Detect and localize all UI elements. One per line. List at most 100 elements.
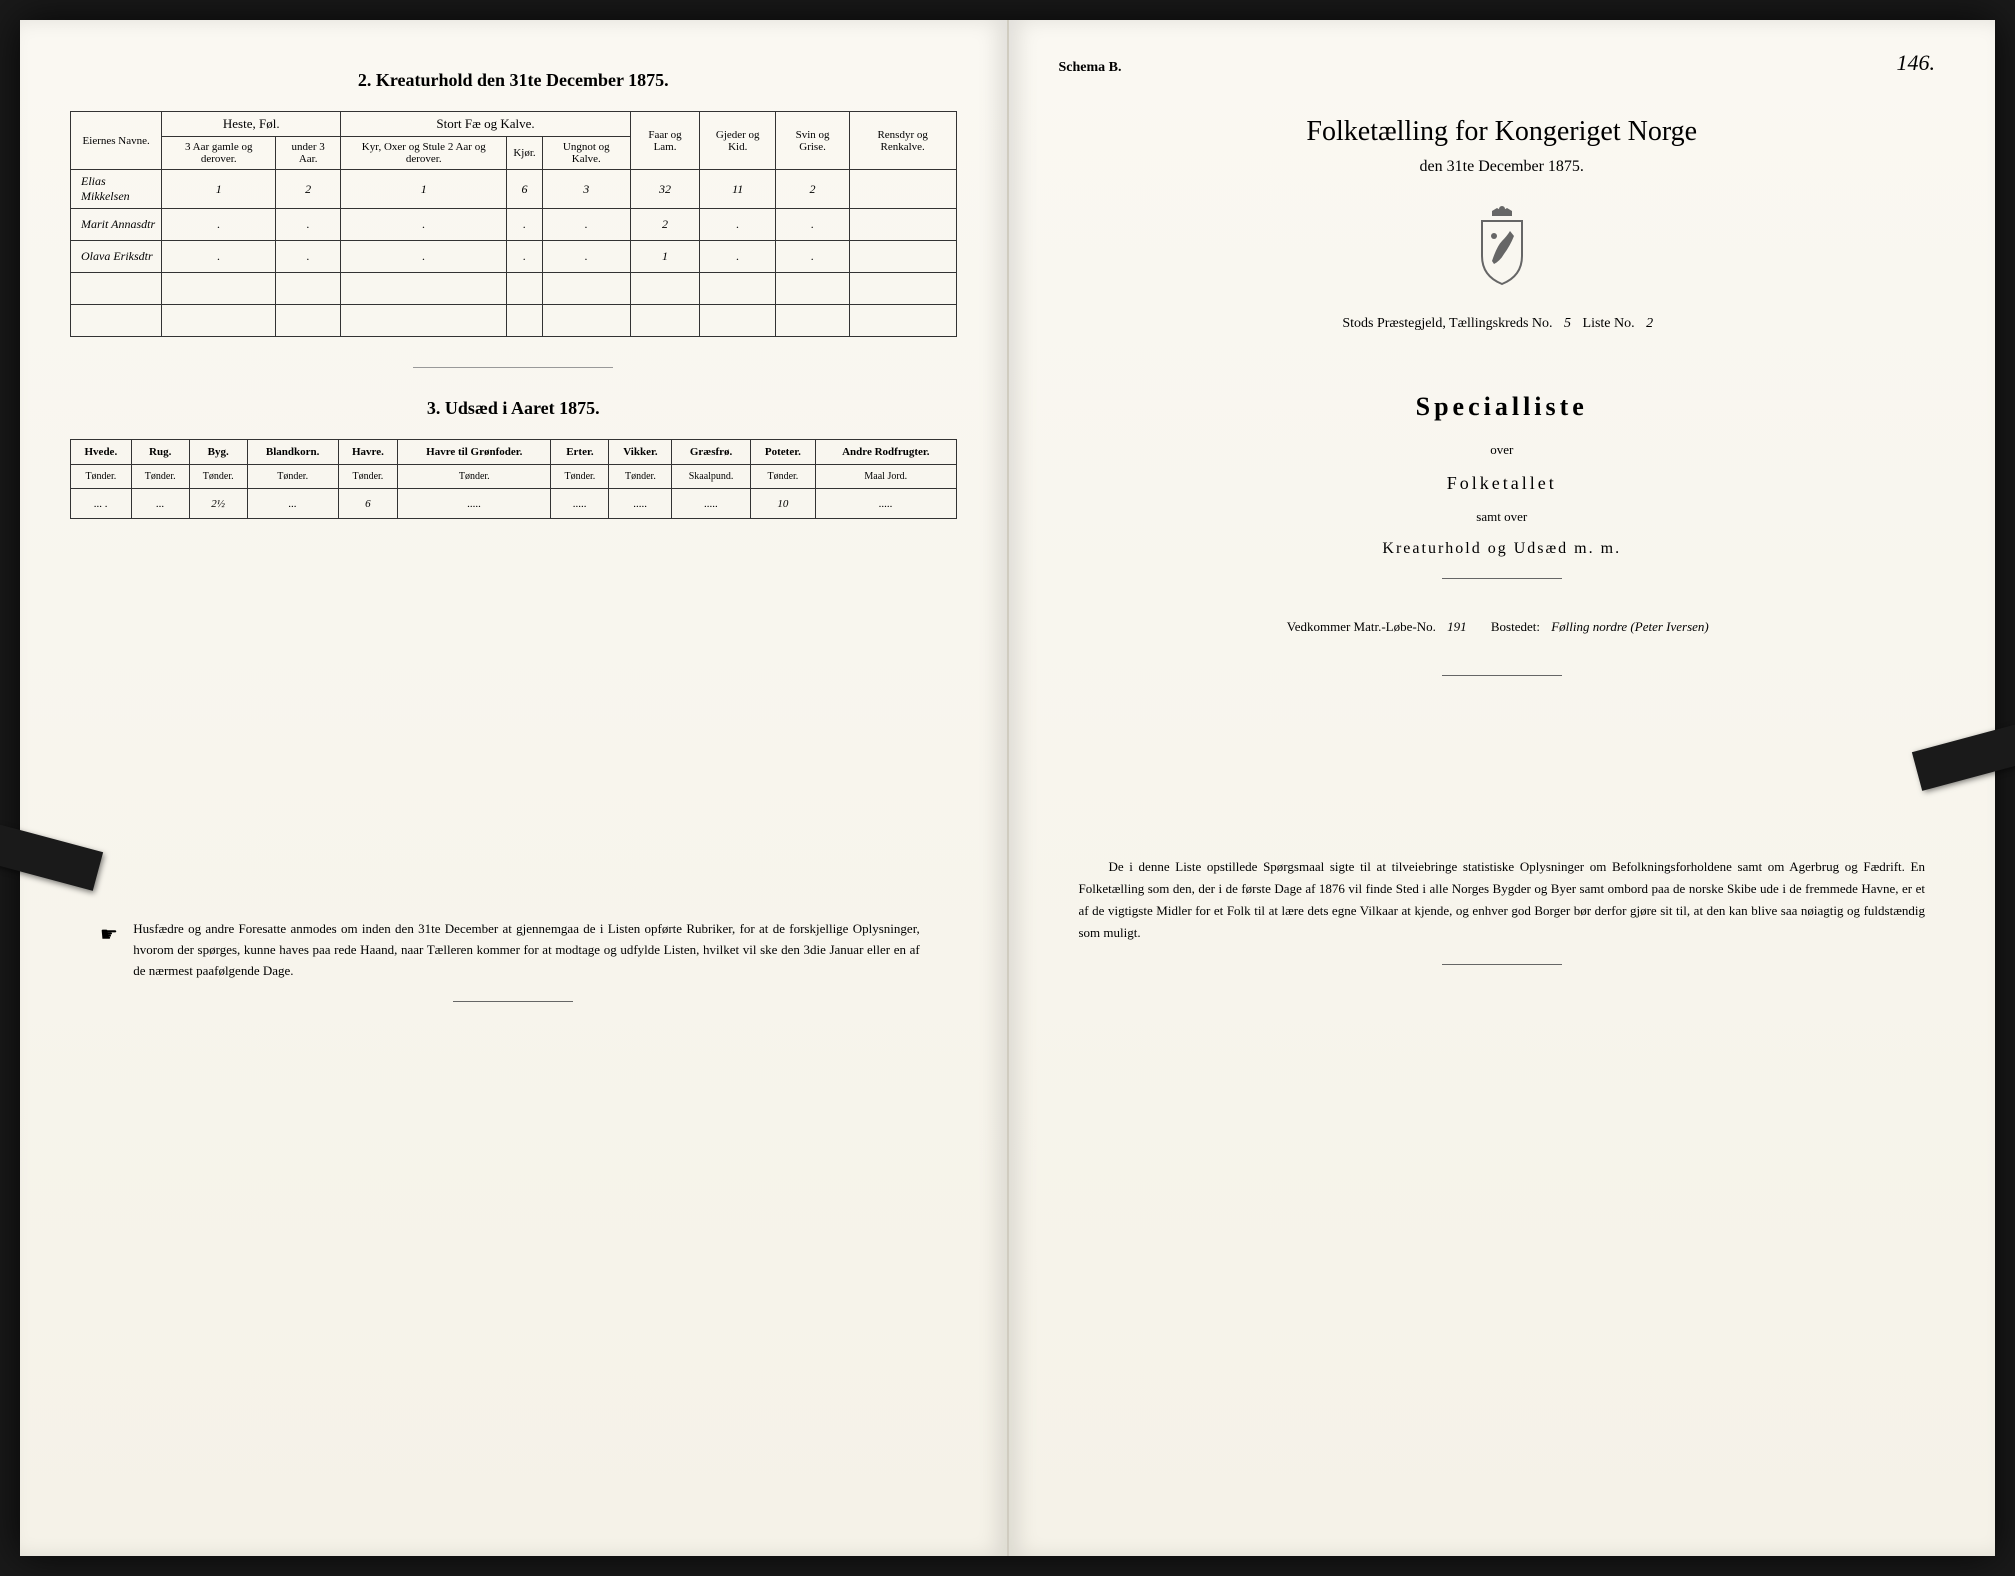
book-clip-left xyxy=(0,821,103,891)
cell xyxy=(849,170,956,209)
table-row xyxy=(71,273,957,305)
coat-of-arms-icon xyxy=(1472,206,1532,286)
col-header: Hvede. xyxy=(71,440,132,465)
cell: ... xyxy=(131,489,189,519)
divider xyxy=(1442,675,1562,676)
table-row: Olava Eriksdtr . . . . . 1 . . xyxy=(71,241,957,273)
right-page: 146. Schema B. Folketælling for Kongerig… xyxy=(1009,20,1996,1556)
udsaed-table: Hvede. Rug. Byg. Blandkorn. Havre. Havre… xyxy=(70,439,957,519)
cell: ..... xyxy=(816,489,956,519)
cell: . xyxy=(507,209,542,241)
unit-cell: Tønder. xyxy=(750,465,815,489)
specialliste-title: Specialliste xyxy=(1059,392,1946,422)
main-title: Folketælling for Kongeriget Norge xyxy=(1059,116,1946,148)
col-header: Vikker. xyxy=(609,440,672,465)
district-line: Stods Præstegjeld, Tællingskreds No. 5 L… xyxy=(1059,316,1946,332)
cell: . xyxy=(776,241,850,273)
cell: 3 xyxy=(542,170,630,209)
pointing-hand-icon: ☛ xyxy=(100,919,130,951)
fae-sub1: Kyr, Oxer og Stule 2 Aar og derover. xyxy=(341,137,507,170)
cell: . xyxy=(700,209,776,241)
gjeder-header: Gjeder og Kid. xyxy=(700,112,776,170)
unit-cell: Tønder. xyxy=(338,465,398,489)
section-3-title: 3. Udsæd i Aaret 1875. xyxy=(70,398,957,419)
cell: . xyxy=(162,209,276,241)
owner-name: Olava Eriksdtr xyxy=(71,241,162,273)
col-header: Havre. xyxy=(338,440,398,465)
cell: 10 xyxy=(750,489,815,519)
book-clip-right xyxy=(1912,721,2015,791)
col-header: Erter. xyxy=(551,440,609,465)
owner-header: Eiernes Navne. xyxy=(71,112,162,170)
fae-sub3: Ungnot og Kalve. xyxy=(542,137,630,170)
cell: . xyxy=(341,241,507,273)
book-spread: 2. Kreaturhold den 31te December 1875. E… xyxy=(20,20,1995,1556)
cell: . xyxy=(542,241,630,273)
table-row: Marit Annasdtr . . . . . 2 . . xyxy=(71,209,957,241)
divider xyxy=(413,367,613,368)
kreaturhold-table: Eiernes Navne. Heste, Føl. Stort Fæ og K… xyxy=(70,111,957,337)
owner-name: Elias Mikkelsen xyxy=(71,170,162,209)
divider xyxy=(1442,578,1562,579)
table-row xyxy=(71,305,957,337)
footer-note-left: ☛ Husfædre og andre Foresatte anmodes om… xyxy=(70,919,957,981)
cell: 1 xyxy=(341,170,507,209)
cell: ..... xyxy=(398,489,551,519)
cell xyxy=(849,241,956,273)
unit-cell: Tønder. xyxy=(609,465,672,489)
section-2-title: 2. Kreaturhold den 31te December 1875. xyxy=(70,70,957,91)
vedkommer-label: Vedkommer Matr.-Løbe-No. xyxy=(1287,619,1436,634)
cell: . xyxy=(700,241,776,273)
col-header: Poteter. xyxy=(750,440,815,465)
col-header: Havre til Grønfoder. xyxy=(398,440,551,465)
unit-cell: Tønder. xyxy=(71,465,132,489)
cell: 6 xyxy=(338,489,398,519)
unit-cell: Tønder. xyxy=(247,465,338,489)
cell: ..... xyxy=(672,489,750,519)
samt-over-label: samt over xyxy=(1059,509,1946,525)
subtitle: den 31te December 1875. xyxy=(1059,158,1946,176)
cell: 2 xyxy=(630,209,699,241)
cell: ... xyxy=(247,489,338,519)
cell: . xyxy=(542,209,630,241)
matr-number: 191 xyxy=(1439,619,1475,634)
cell: . xyxy=(276,209,341,241)
bostedet-value: Følling nordre (Peter Iversen) xyxy=(1543,619,1717,634)
cell: 11 xyxy=(700,170,776,209)
unit-cell: Tønder. xyxy=(131,465,189,489)
cell: . xyxy=(162,241,276,273)
stortfae-header: Stort Fæ og Kalve. xyxy=(341,112,631,137)
liste-prefix: Liste No. xyxy=(1583,316,1635,331)
kreaturhold-tbody: Elias Mikkelsen 1 2 1 6 3 32 11 2 Marit … xyxy=(71,170,957,337)
divider xyxy=(453,1001,573,1002)
unit-cell: Skaalpund. xyxy=(672,465,750,489)
schema-label: Schema B. xyxy=(1059,60,1946,76)
folketallet-label: Folketallet xyxy=(1059,473,1946,494)
heste-header: Heste, Føl. xyxy=(162,112,341,137)
cell: . xyxy=(507,241,542,273)
over-label: over xyxy=(1059,442,1946,458)
cell: 1 xyxy=(630,241,699,273)
cell: . xyxy=(341,209,507,241)
kreaturhold-label: Kreaturhold og Udsæd m. m. xyxy=(1059,540,1946,558)
svin-header: Svin og Grise. xyxy=(776,112,850,170)
cell: 2 xyxy=(276,170,341,209)
rensdyr-header: Rensdyr og Renkalve. xyxy=(849,112,956,170)
col-header: Rug. xyxy=(131,440,189,465)
col-header: Byg. xyxy=(189,440,247,465)
table-row: Elias Mikkelsen 1 2 1 6 3 32 11 2 xyxy=(71,170,957,209)
cell: 1 xyxy=(162,170,276,209)
heste-sub2: under 3 Aar. xyxy=(276,137,341,170)
cell: ..... xyxy=(609,489,672,519)
left-page: 2. Kreaturhold den 31te December 1875. E… xyxy=(20,20,1009,1556)
cell: ..... xyxy=(551,489,609,519)
cell: 2½ xyxy=(189,489,247,519)
cell xyxy=(849,209,956,241)
cell: 6 xyxy=(507,170,542,209)
unit-cell: Tønder. xyxy=(398,465,551,489)
divider xyxy=(1442,964,1562,965)
table-row: ... . ... 2½ ... 6 ..... ..... ..... ...… xyxy=(71,489,957,519)
cell: . xyxy=(276,241,341,273)
col-header: Græsfrø. xyxy=(672,440,750,465)
col-header: Andre Rodfrugter. xyxy=(816,440,956,465)
